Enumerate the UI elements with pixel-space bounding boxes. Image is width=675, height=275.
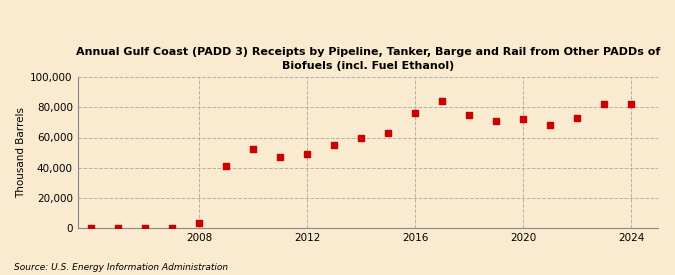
Point [302,152,313,156]
Point [491,119,502,123]
Point [410,111,421,116]
Point [275,155,286,159]
Point [113,226,124,230]
Point [167,226,178,230]
Point [383,131,394,135]
Point [329,143,340,147]
Point [248,147,259,151]
Title: Annual Gulf Coast (PADD 3) Receipts by Pipeline, Tanker, Barge and Rail from Oth: Annual Gulf Coast (PADD 3) Receipts by P… [76,48,660,71]
Text: Source: U.S. Energy Information Administration: Source: U.S. Energy Information Administ… [14,263,227,272]
Point [545,123,556,128]
Point [626,102,637,106]
Point [464,112,475,117]
Point [86,226,97,230]
Point [437,99,448,103]
Point [599,102,610,106]
Point [221,164,232,168]
Y-axis label: Thousand Barrels: Thousand Barrels [16,107,26,198]
Point [194,221,205,225]
Point [356,135,367,140]
Point [518,116,529,121]
Point [572,116,583,120]
Point [140,226,151,230]
